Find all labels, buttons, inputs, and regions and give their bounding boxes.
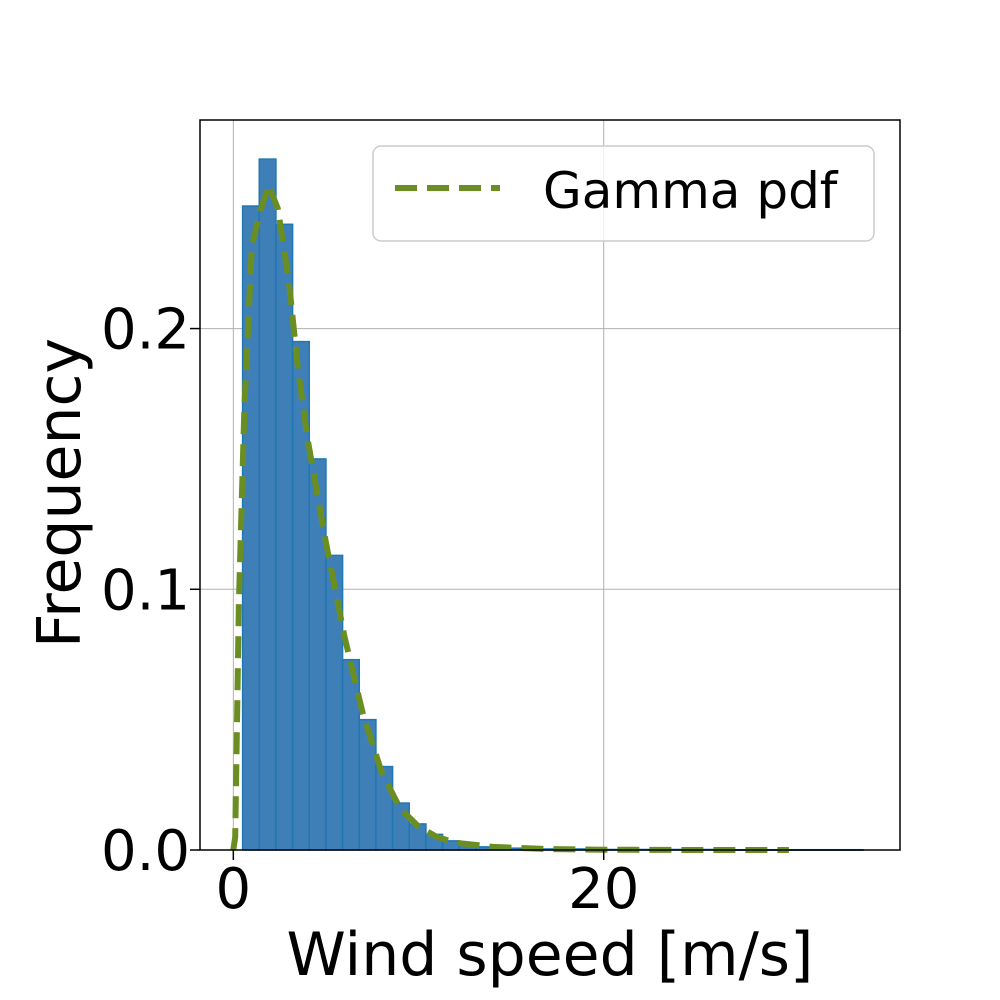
legend-label-gamma-pdf: Gamma pdf	[543, 162, 839, 220]
legend-box	[372, 145, 875, 242]
histogram-bar	[391, 802, 411, 851]
plot-frame	[199, 119, 901, 851]
y-tick-label: 0.2	[101, 298, 190, 363]
y-axis-label: Frequency	[25, 338, 95, 648]
histogram-bar	[258, 158, 277, 851]
y-tick-label: 0.1	[101, 558, 190, 623]
x-axis-label: Wind speed [m/s]	[287, 920, 814, 990]
legend: Gamma pdf	[372, 145, 875, 242]
histogram-bar	[375, 765, 394, 851]
ticks: 0 20 0.0 0.1 0.2	[101, 298, 639, 922]
gamma-pdf-line	[230, 176, 789, 853]
x-tick-label: 20	[568, 857, 639, 922]
y-tick-label: 0.0	[101, 819, 190, 884]
x-tick-label: 0	[216, 857, 252, 922]
histogram-bar	[341, 658, 361, 851]
